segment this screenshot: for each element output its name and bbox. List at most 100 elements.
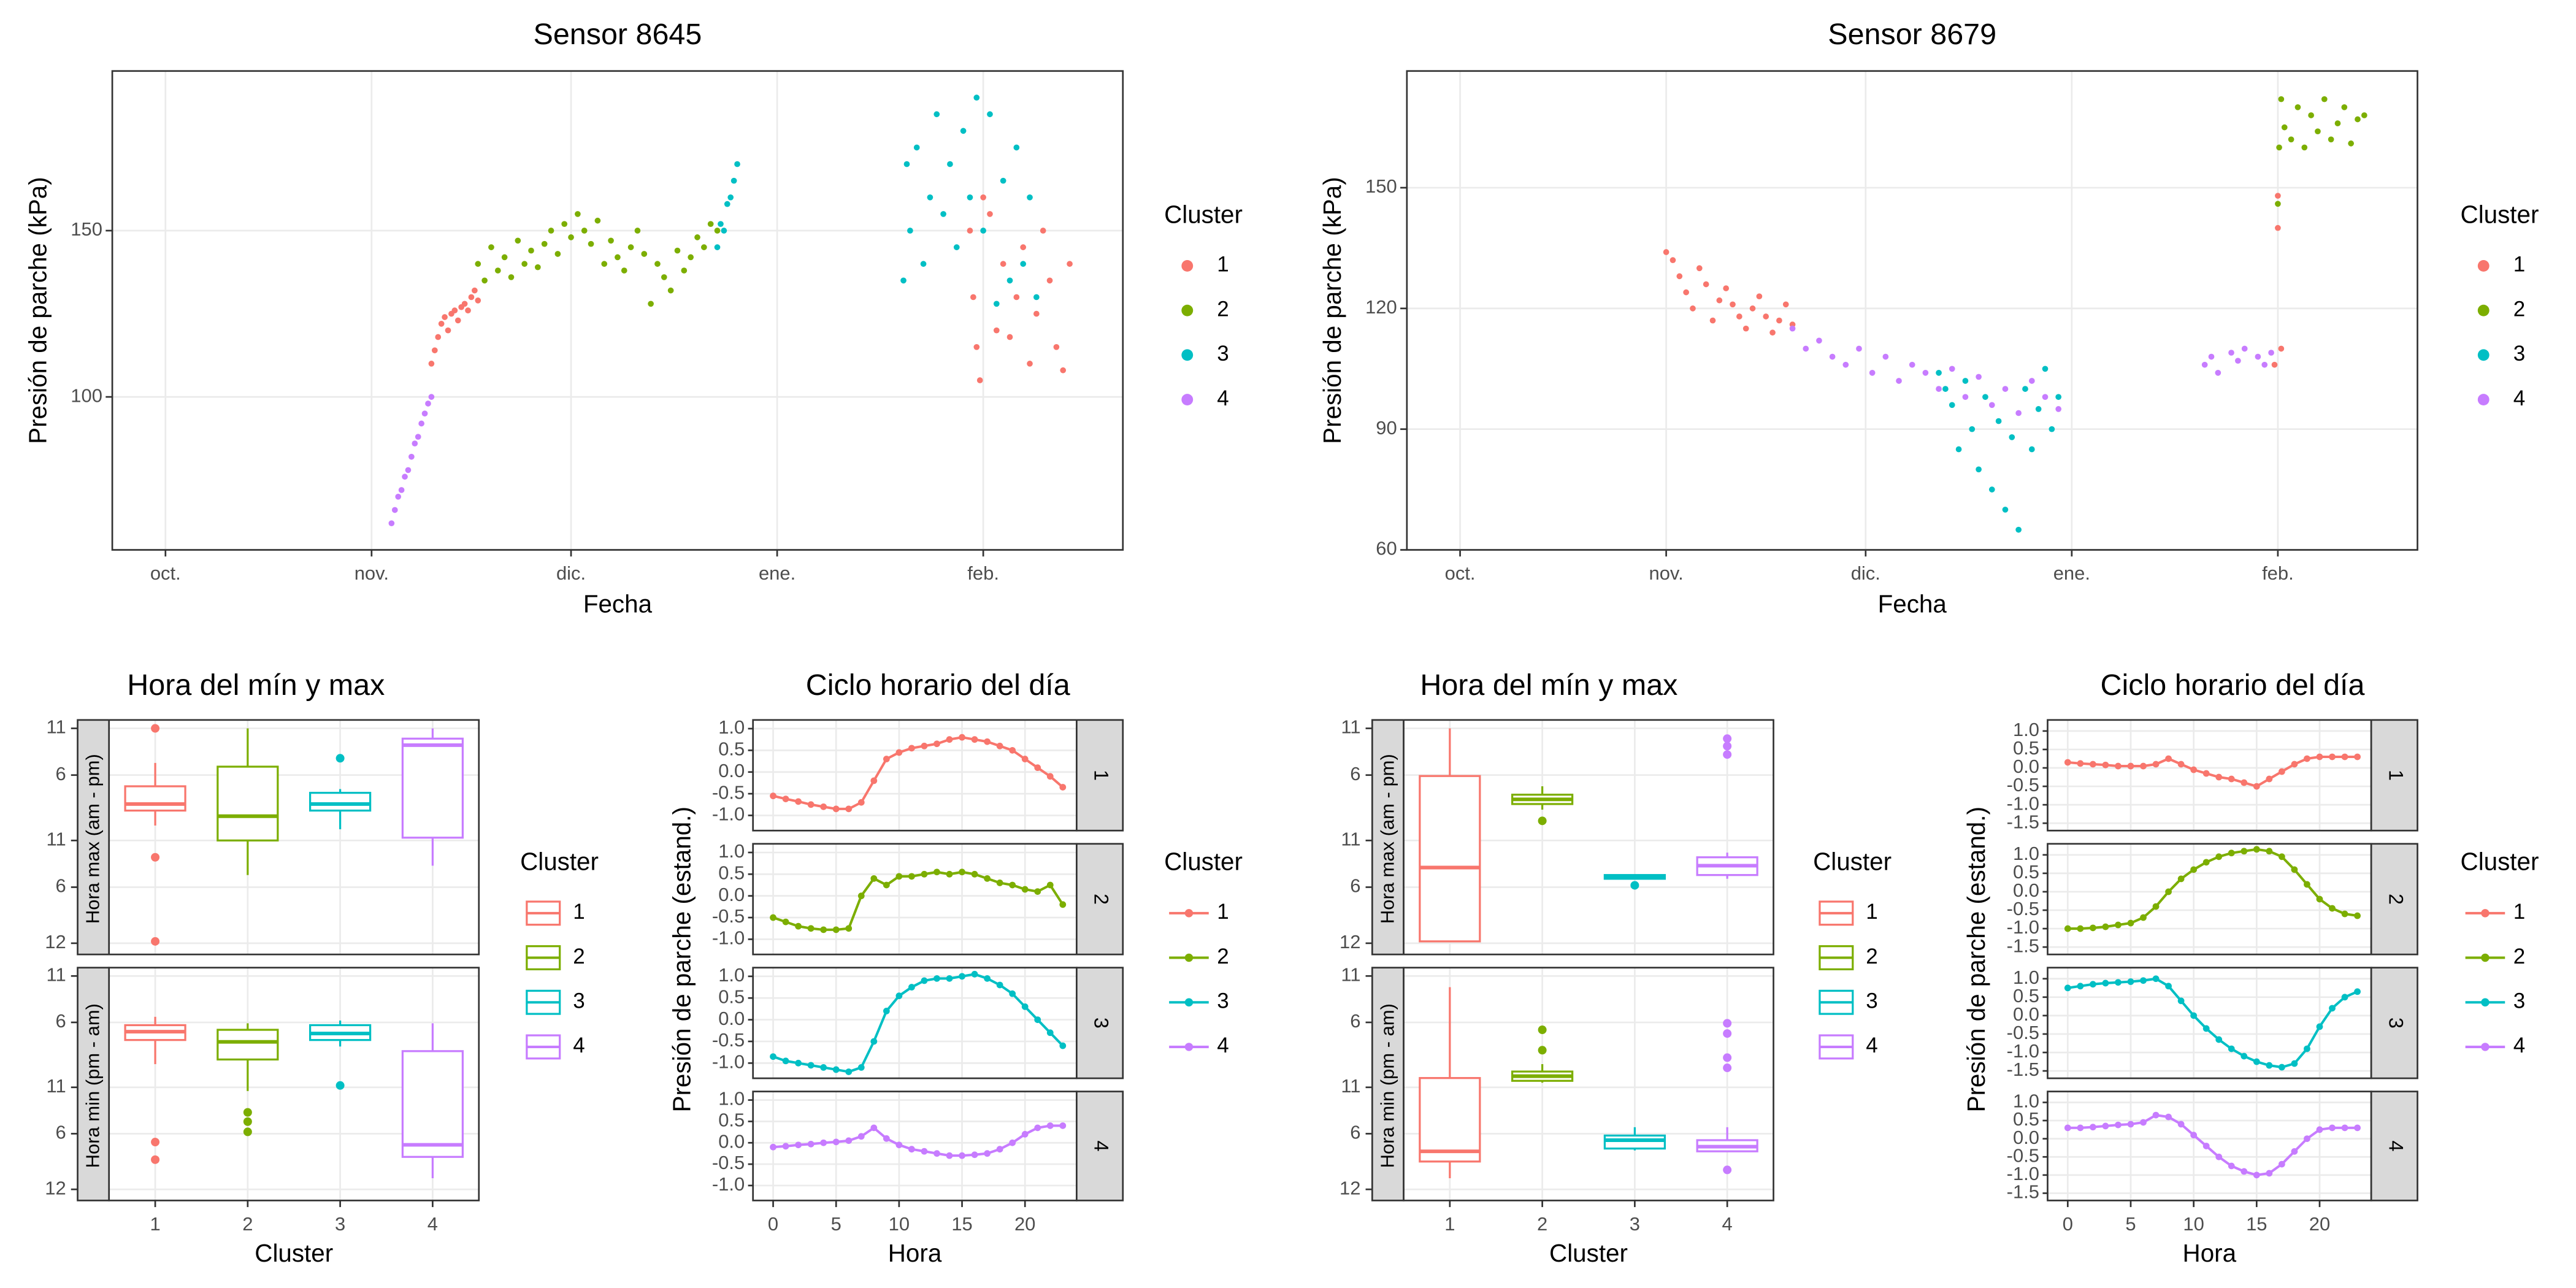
facet-label: 3	[1091, 1018, 1113, 1029]
y-tick-label: 0.0	[718, 1008, 745, 1029]
point	[2278, 345, 2285, 352]
point	[795, 922, 802, 930]
point	[1053, 343, 1060, 350]
point	[2202, 1143, 2210, 1149]
facet-label: 4	[1091, 1140, 1113, 1151]
point	[2316, 1126, 2323, 1133]
point	[1969, 426, 1976, 432]
point	[870, 1038, 878, 1045]
point	[472, 287, 478, 294]
y-tick-label: 6	[1350, 763, 1360, 784]
facet-strip	[1076, 843, 1124, 956]
point	[707, 221, 714, 228]
point	[967, 228, 973, 234]
point	[714, 244, 721, 250]
legend-label: 2	[1217, 297, 1229, 321]
box	[1603, 1134, 1666, 1150]
y-tick-label: 0.0	[718, 760, 745, 781]
y-tick-label: -1.0	[712, 1173, 745, 1195]
point	[548, 228, 554, 234]
legend-label: 1	[2513, 253, 2525, 277]
point	[959, 1152, 965, 1159]
outlier	[243, 1117, 252, 1126]
point	[2190, 1132, 2198, 1139]
point	[895, 749, 903, 756]
y-tick-label: 12	[45, 931, 66, 953]
x-tick-label: 10	[889, 1213, 910, 1235]
point	[438, 320, 445, 327]
y-tick-label: 11	[1341, 829, 1360, 850]
x-tick-label: 2	[1537, 1213, 1547, 1235]
point	[1703, 281, 1709, 288]
point	[2291, 761, 2298, 768]
point	[421, 410, 428, 417]
point	[2028, 446, 2035, 453]
point	[568, 234, 574, 240]
y-tick-label: 11	[1341, 716, 1360, 738]
y-tick-label: 150	[71, 218, 102, 240]
y-tick-label: -1.0	[712, 1051, 745, 1072]
x-tick-label: 3	[335, 1213, 345, 1235]
point	[654, 261, 661, 267]
legend-key	[2477, 349, 2490, 361]
legend-label: 1	[573, 900, 585, 924]
outlier	[335, 754, 345, 763]
legend-key	[1181, 349, 1194, 361]
point	[2115, 921, 2122, 929]
point	[435, 334, 442, 340]
point	[959, 973, 965, 980]
point	[2281, 124, 2288, 131]
point	[1676, 273, 1683, 280]
point	[1027, 194, 1033, 201]
box	[401, 737, 464, 839]
point	[832, 1066, 840, 1073]
y-tick-label: 11	[1341, 964, 1360, 985]
point	[1060, 367, 1067, 374]
point	[2077, 983, 2084, 990]
facet-label: Hora min (pm - am)	[1376, 1003, 1398, 1168]
point	[996, 1146, 1003, 1153]
point	[2127, 762, 2134, 770]
point	[481, 277, 488, 284]
y-tick-label: 1.0	[2013, 1091, 2039, 1112]
facet-strip	[1076, 1091, 1124, 1202]
point	[820, 926, 827, 933]
point	[984, 1150, 991, 1157]
point	[933, 740, 940, 748]
point	[795, 1141, 802, 1149]
point	[395, 493, 402, 500]
y-tick-label: 60	[1376, 538, 1397, 559]
x-tick-label: 0	[2063, 1213, 2073, 1235]
point	[973, 343, 980, 350]
point	[2235, 358, 2241, 364]
point	[807, 925, 815, 932]
point	[927, 194, 933, 201]
point	[959, 734, 965, 741]
point	[2291, 1148, 2298, 1155]
point	[980, 194, 986, 201]
point	[2291, 1060, 2298, 1067]
y-tick-label: 11	[1341, 1075, 1360, 1097]
point	[1021, 1130, 1029, 1138]
point	[2275, 224, 2281, 231]
point	[1942, 386, 1949, 392]
point	[2253, 1171, 2260, 1179]
point	[2140, 914, 2147, 921]
legend-label: 3	[1217, 342, 1229, 366]
legend-label: 3	[573, 989, 585, 1013]
y-tick-label: -1.5	[2007, 1059, 2039, 1080]
point	[857, 1064, 865, 1071]
point	[1988, 486, 1995, 493]
y-tick-label: 11	[47, 964, 66, 985]
point	[971, 1151, 978, 1159]
y-tick-label: 12	[1340, 931, 1360, 953]
point	[2049, 426, 2055, 432]
point	[946, 975, 953, 982]
point	[627, 244, 634, 250]
y-tick-label: 0.5	[718, 1110, 745, 1131]
point	[1696, 265, 1703, 272]
point	[2228, 350, 2234, 356]
point	[2064, 1124, 2071, 1132]
point	[1059, 1042, 1067, 1049]
point	[1021, 1003, 1029, 1010]
